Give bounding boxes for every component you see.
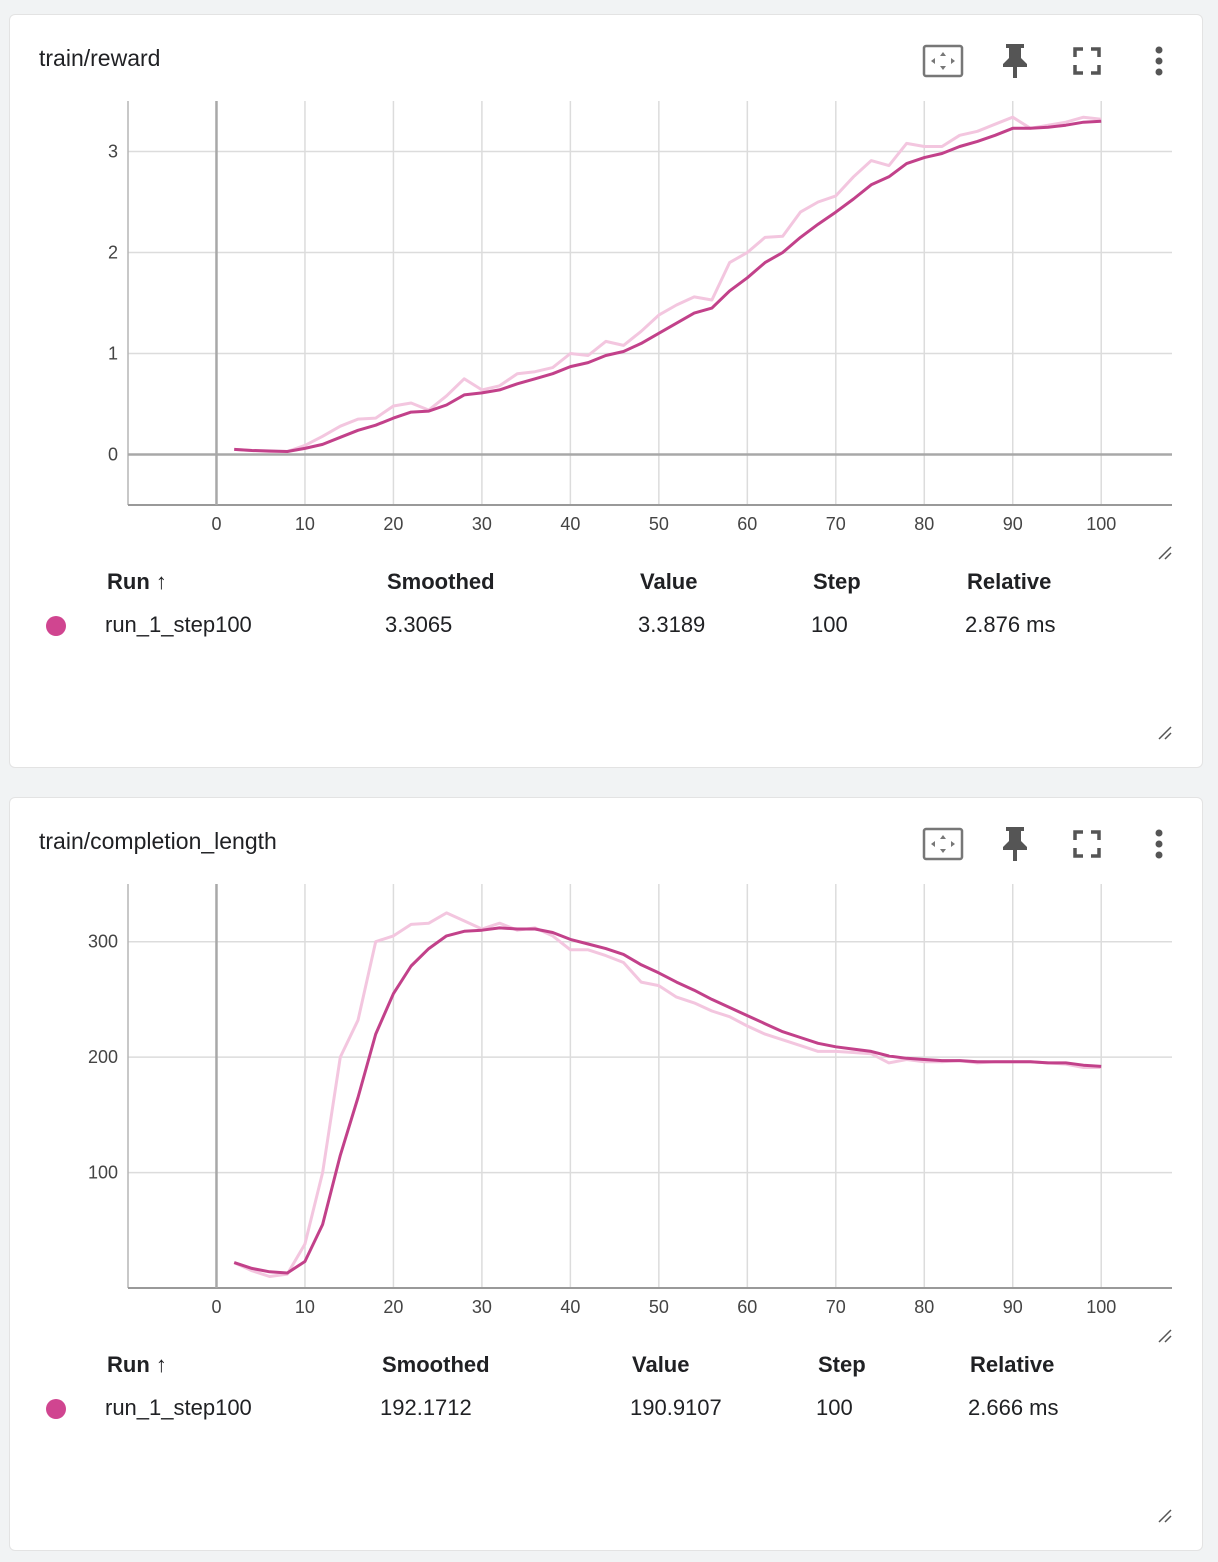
resize-handle-icon[interactable] <box>1157 1328 1173 1344</box>
y-tick-label: 1 <box>108 344 118 364</box>
column-header-relative[interactable]: Relative <box>970 1352 1055 1377</box>
x-tick-label: 50 <box>649 1297 669 1317</box>
pin-icon[interactable] <box>993 39 1037 83</box>
legend-table: Run ↑ Smoothed Value Step Relative run_1… <box>10 1348 1202 1428</box>
column-header-value[interactable]: Value <box>632 1352 690 1377</box>
chart-card-reward: train/reward 0 10 20 30 40 50 60 70 80 90 100 0 1 2 3 … <box>9 14 1203 768</box>
resize-handle-icon[interactable] <box>1157 1508 1173 1524</box>
run-color-dot <box>46 616 66 636</box>
x-tick-label: 50 <box>649 514 669 534</box>
x-tick-label: 0 <box>211 514 221 534</box>
line-chart[interactable]: 0 10 20 30 40 50 60 70 80 90 100 100 200 300 <box>10 878 1202 1348</box>
column-header-value[interactable]: Value <box>640 569 698 594</box>
cell-relative: 2.666 ms <box>968 1395 1059 1420</box>
chart-card-completion-length: train/completion_length 0 10 20 30 40 50 60 70 8… <box>9 797 1203 1551</box>
run-color-dot <box>46 1399 66 1419</box>
x-tick-label: 0 <box>211 1297 221 1317</box>
y-tick-label: 0 <box>108 445 118 465</box>
x-tick-label: 90 <box>1003 514 1023 534</box>
column-header-relative[interactable]: Relative <box>967 569 1052 594</box>
x-tick-label: 40 <box>560 1297 580 1317</box>
card-toolbar <box>915 822 1185 866</box>
x-tick-label: 20 <box>383 1297 403 1317</box>
cell-step: 100 <box>816 1395 853 1420</box>
card-toolbar <box>915 39 1185 83</box>
series-line-smoothed <box>234 119 1102 453</box>
x-tick-label: 60 <box>737 1297 757 1317</box>
cell-value: 3.3189 <box>638 612 706 637</box>
x-tick-label: 60 <box>737 514 757 534</box>
x-tick-label: 90 <box>1003 1297 1023 1317</box>
cell-value: 190.9107 <box>630 1395 722 1420</box>
x-tick-label: 10 <box>295 514 315 534</box>
card-title: train/reward <box>39 45 161 71</box>
series-line-raw <box>233 911 1102 1278</box>
column-header-run[interactable]: Run ↑ <box>107 569 167 594</box>
y-tick-label: 100 <box>88 1163 118 1183</box>
column-header-smoothed[interactable]: Smoothed <box>387 569 495 594</box>
fit-domain-icon[interactable] <box>921 822 965 866</box>
column-header-run[interactable]: Run ↑ <box>107 1352 167 1377</box>
fit-domain-icon[interactable] <box>921 39 965 83</box>
column-header-step[interactable]: Step <box>813 569 861 594</box>
x-tick-label: 30 <box>472 1297 492 1317</box>
x-tick-label: 80 <box>914 514 934 534</box>
cell-smoothed: 3.3065 <box>385 612 453 637</box>
y-tick-label: 200 <box>88 1047 118 1067</box>
cell-run: run_1_step100 <box>105 612 252 637</box>
fullscreen-icon[interactable] <box>1065 822 1109 866</box>
x-tick-label: 70 <box>826 1297 846 1317</box>
resize-handle-icon[interactable] <box>1157 545 1173 561</box>
cell-step: 100 <box>811 612 848 637</box>
y-tick-label: 300 <box>88 932 118 952</box>
series-line-smoothed <box>233 926 1102 1275</box>
column-header-step[interactable]: Step <box>818 1352 866 1377</box>
x-tick-label: 70 <box>826 514 846 534</box>
x-tick-label: 100 <box>1086 514 1116 534</box>
legend-table: Run ↑ Smoothed Value Step Relative run_1… <box>10 565 1202 645</box>
line-chart[interactable]: 0 10 20 30 40 50 60 70 80 90 100 0 1 2 3 <box>10 95 1202 565</box>
pin-icon[interactable] <box>993 822 1037 866</box>
x-tick-label: 30 <box>472 514 492 534</box>
column-header-smoothed[interactable]: Smoothed <box>382 1352 490 1377</box>
fullscreen-icon[interactable] <box>1065 39 1109 83</box>
series-line-raw <box>234 115 1102 453</box>
x-tick-label: 80 <box>914 1297 934 1317</box>
y-tick-label: 2 <box>108 243 118 263</box>
x-tick-label: 10 <box>295 1297 315 1317</box>
more-vert-icon[interactable] <box>1137 822 1181 866</box>
x-tick-label: 40 <box>560 514 580 534</box>
x-tick-label: 20 <box>383 514 403 534</box>
card-title: train/completion_length <box>39 828 277 854</box>
x-tick-label: 100 <box>1086 1297 1116 1317</box>
resize-handle-icon[interactable] <box>1157 725 1173 741</box>
cell-run: run_1_step100 <box>105 1395 252 1420</box>
cell-smoothed: 192.1712 <box>380 1395 472 1420</box>
more-vert-icon[interactable] <box>1137 39 1181 83</box>
y-tick-label: 3 <box>108 142 118 162</box>
cell-relative: 2.876 ms <box>965 612 1056 637</box>
